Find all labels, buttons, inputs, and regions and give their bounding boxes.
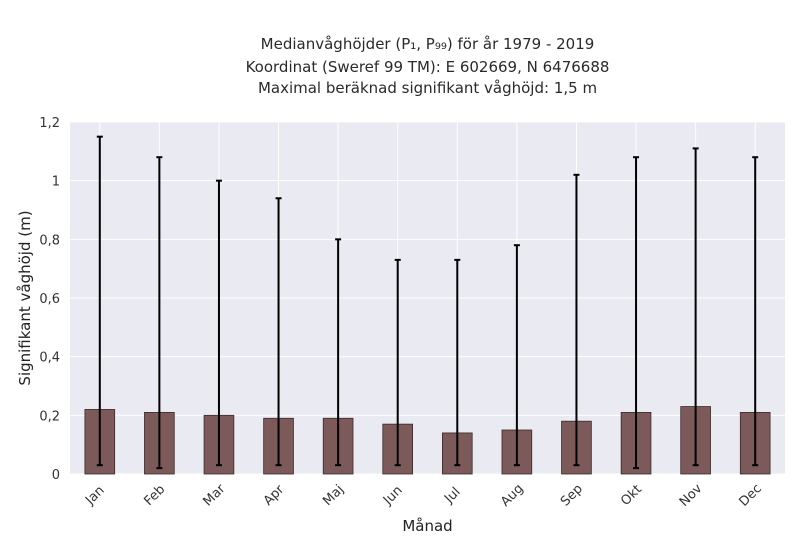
y-tick-label: 0 <box>52 468 60 483</box>
y-axis-label: Signifikant våghöjd (m) <box>16 210 34 385</box>
chart-title-line-1: Medianvåghöjder (P₁, P₉₉) för år 1979 - … <box>260 35 595 53</box>
y-tick-label: 0,4 <box>39 351 60 366</box>
x-tick-label: Feb <box>141 482 168 509</box>
x-tick-label: Okt <box>618 482 645 509</box>
y-tick-label: 0,2 <box>39 409 60 424</box>
x-tick-label: Maj <box>320 482 347 509</box>
chart-title-line-3: Maximal beräknad signifikant våghöjd: 1,… <box>257 79 598 97</box>
y-tick-label: 1,2 <box>39 116 60 131</box>
x-tick-label: Jan <box>82 483 107 508</box>
x-axis-ticks: Jan Feb Mar Apr Maj Jun Jul Aug Sep Okt Nov Dec <box>82 481 765 510</box>
x-tick-label: Dec <box>737 481 765 509</box>
x-axis-label: Månad <box>402 517 452 535</box>
chart-title-line-2: Koordinat (Sweref 99 TM): E 602669, N 64… <box>245 58 610 76</box>
y-tick-label: 1 <box>52 175 60 190</box>
error-bars <box>96 135 759 470</box>
y-tick-label: 0,8 <box>39 233 60 248</box>
x-tick-label: Sep <box>558 482 586 510</box>
x-tick-label: Mar <box>201 481 229 509</box>
x-tick-label: Aug <box>498 481 527 510</box>
x-tick-label: Apr <box>261 482 288 509</box>
y-axis-ticks: 0 0,2 0,4 0,6 0,8 1 1,2 <box>39 116 60 483</box>
x-tick-label: Jun <box>380 483 406 509</box>
y-tick-label: 0,6 <box>39 292 60 307</box>
x-tick-label: Jul <box>441 485 463 507</box>
x-tick-label: Nov <box>677 481 706 510</box>
